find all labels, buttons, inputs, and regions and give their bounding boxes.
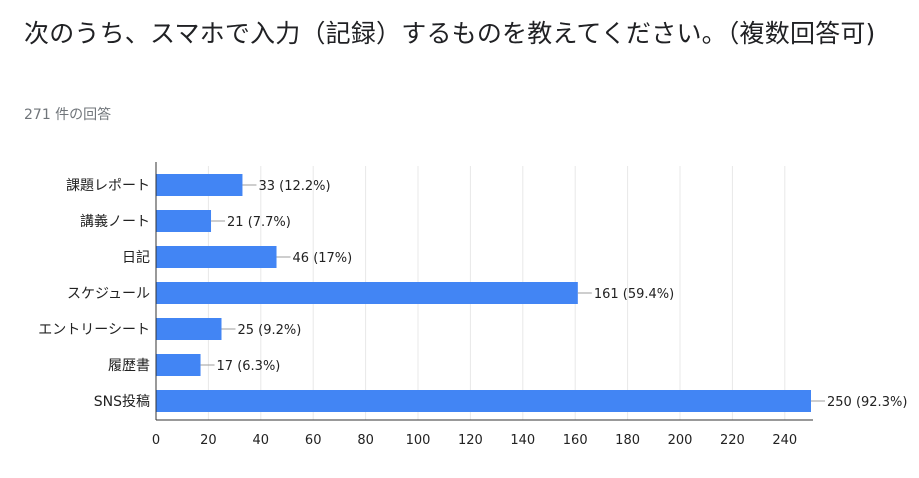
data-label-3: 161 (59.4%) (594, 287, 674, 302)
bar-3 (156, 282, 578, 304)
x-tick-label-10: 200 (668, 433, 693, 448)
x-tick-label-9: 180 (615, 433, 640, 448)
category-label-6: SNS投稿 (94, 394, 150, 410)
x-tick-label-12: 240 (772, 433, 797, 448)
data-label-0: 33 (12.2%) (258, 179, 330, 194)
bar-2 (156, 246, 277, 268)
data-label-1: 21 (7.7%) (227, 215, 291, 230)
data-label-6: 250 (92.3%) (827, 395, 907, 410)
bars (156, 174, 811, 412)
data-label-2: 46 (17%) (293, 251, 353, 266)
category-label-4: エントリーシート (38, 322, 150, 338)
axes (155, 162, 813, 421)
bar-4 (156, 318, 222, 340)
x-tick-label-0: 0 (152, 433, 160, 448)
x-tick-label-4: 80 (357, 433, 374, 448)
x-tick-label-5: 100 (406, 433, 431, 448)
x-tick-label-2: 40 (253, 433, 270, 448)
x-tick-label-1: 20 (200, 433, 217, 448)
x-tick-label-3: 60 (305, 433, 322, 448)
x-tick-label-8: 160 (563, 433, 588, 448)
data-label-5: 17 (6.3%) (217, 359, 281, 374)
question-title: 次のうち、スマホで入力（記録）するものを教えてください。（複数回答可) (24, 19, 876, 48)
category-label-3: スケジュール (67, 286, 150, 302)
bar-0 (156, 174, 243, 196)
x-tick-label-11: 220 (720, 433, 745, 448)
bar-5 (156, 354, 201, 376)
category-label-0: 課題レポート (66, 178, 150, 194)
category-label-1: 講義ノート (80, 213, 150, 230)
bar-1 (156, 210, 212, 232)
labels: 0 20 40 60 80 100 120 140 160 180 200 220 240 課題レポート 3… (38, 178, 907, 448)
response-count: 271 件の回答 (24, 107, 112, 123)
category-label-5: 履歴書 (108, 358, 150, 374)
category-label-2: 日記 (122, 249, 150, 266)
bar-6 (156, 390, 811, 412)
data-label-4: 25 (9.2%) (238, 323, 302, 338)
x-tick-label-6: 120 (458, 433, 483, 448)
x-tick-label-7: 140 (510, 433, 535, 448)
